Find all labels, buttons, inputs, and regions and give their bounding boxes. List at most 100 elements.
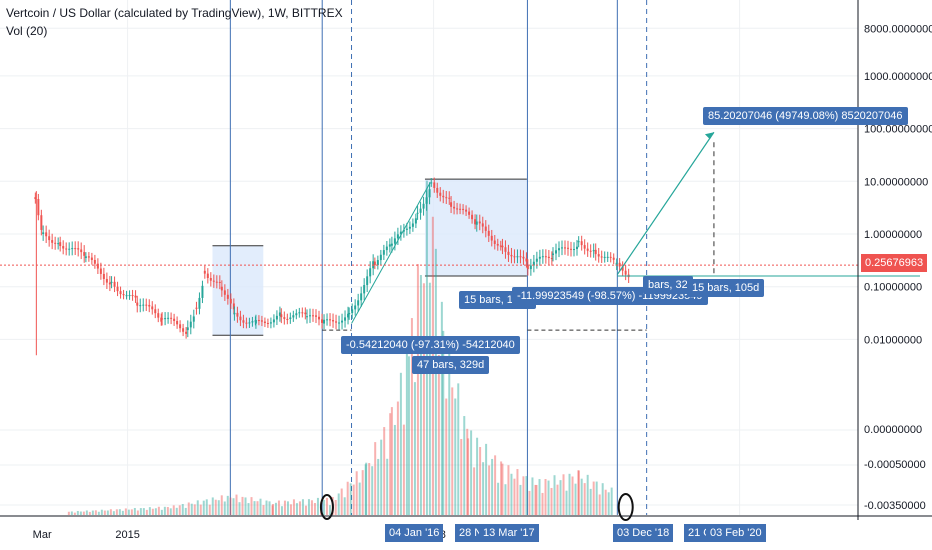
volume-bar <box>389 413 392 515</box>
trend-line <box>351 182 431 324</box>
candle-body <box>583 245 586 249</box>
candle-body <box>560 247 563 249</box>
volume-bar <box>507 465 510 515</box>
volume-bar <box>289 504 292 515</box>
volume-bar <box>112 511 115 515</box>
volume-bar <box>583 483 586 515</box>
candle-body <box>575 246 578 250</box>
volume-bar <box>442 330 445 515</box>
volume-bar <box>467 438 470 515</box>
volume-bar <box>238 502 241 515</box>
candle-body <box>442 195 445 198</box>
candle-body <box>373 261 376 266</box>
candle-body <box>478 221 481 224</box>
volume-bar <box>598 494 601 515</box>
volume-bar <box>121 510 124 515</box>
candle-body <box>87 256 90 258</box>
candle-body <box>167 317 170 319</box>
volume-bar <box>310 500 313 515</box>
volume-bar <box>556 484 559 515</box>
volume-bar <box>253 501 256 515</box>
candle-body <box>580 241 583 246</box>
volume-bar <box>466 428 469 515</box>
volume-bar <box>229 497 232 515</box>
candle-body <box>344 317 347 321</box>
volume-bar <box>562 474 565 515</box>
volume-bar <box>470 430 473 515</box>
candle-body <box>34 197 37 200</box>
candle-body <box>487 230 490 236</box>
volume-bar <box>538 479 541 515</box>
candle-body <box>425 197 428 204</box>
candle-body <box>459 208 462 210</box>
volume-bar <box>85 510 88 515</box>
volume-bar <box>571 476 574 515</box>
volume-bar <box>504 484 507 515</box>
volume-bar <box>277 500 280 515</box>
candle-body <box>439 192 442 196</box>
candle-body <box>433 182 436 188</box>
volume-bar <box>352 484 355 515</box>
candle-body <box>96 263 99 269</box>
volume-bar <box>247 503 250 515</box>
volume-bar <box>368 463 371 515</box>
volume-bar <box>73 512 76 515</box>
volume-bar <box>274 502 277 515</box>
candle-body <box>414 218 417 224</box>
date-tag-dec18: 03 Dec '18 <box>613 524 674 542</box>
price-tick-label: 10.00000000 <box>864 176 928 188</box>
candle-body <box>275 315 278 320</box>
volume-bar <box>396 401 399 515</box>
volume-bar <box>163 506 166 515</box>
volume-bar <box>485 443 488 515</box>
volume-bar <box>337 493 340 515</box>
volume-bar <box>202 500 205 515</box>
candle-body <box>354 305 357 310</box>
volume-bar <box>580 478 583 515</box>
volume-bar <box>422 283 425 515</box>
chart-title: Vertcoin / US Dollar (calculated by Trad… <box>6 6 343 20</box>
volume-bar <box>313 502 316 515</box>
volume-bar <box>534 484 537 515</box>
volume-bar <box>295 503 298 515</box>
candle-body <box>170 317 173 319</box>
price-tick-label: 1000.00000000 <box>864 71 932 83</box>
volume-bar <box>181 504 184 515</box>
candle-body <box>42 232 45 234</box>
volume-bar <box>160 509 163 515</box>
candle-body <box>110 281 113 283</box>
volume-bar <box>133 507 136 515</box>
candle-body <box>430 182 433 184</box>
volume-bar <box>405 350 408 515</box>
candle-body <box>232 303 235 310</box>
candle-body <box>186 327 189 331</box>
volume-bar <box>574 483 577 515</box>
candle-body <box>448 197 451 199</box>
candle-body <box>157 313 160 318</box>
volume-bar <box>193 504 196 515</box>
candle-body <box>99 268 102 274</box>
candle-body <box>326 319 329 321</box>
volume-tick-label: -0.00050000 <box>864 459 926 471</box>
candle-body <box>589 250 592 252</box>
candle-body <box>493 240 496 244</box>
volume-bar <box>172 505 175 515</box>
volume-indicator-label: Vol (20) <box>6 24 48 38</box>
candle-body <box>516 256 519 258</box>
candle-body <box>606 256 609 258</box>
candle-body <box>154 309 157 314</box>
volume-bar <box>364 464 367 515</box>
candle-body <box>280 314 283 318</box>
candle-body <box>529 265 532 270</box>
candle-body <box>405 228 408 230</box>
candle-body <box>266 322 269 324</box>
volume-bar <box>232 498 235 515</box>
candle-body <box>366 276 369 286</box>
volume-bar <box>154 508 157 515</box>
candle-body <box>257 320 260 322</box>
candle-body <box>83 252 86 256</box>
volume-bar <box>88 511 91 515</box>
volume-bar <box>298 501 301 515</box>
candle-body <box>321 319 324 323</box>
